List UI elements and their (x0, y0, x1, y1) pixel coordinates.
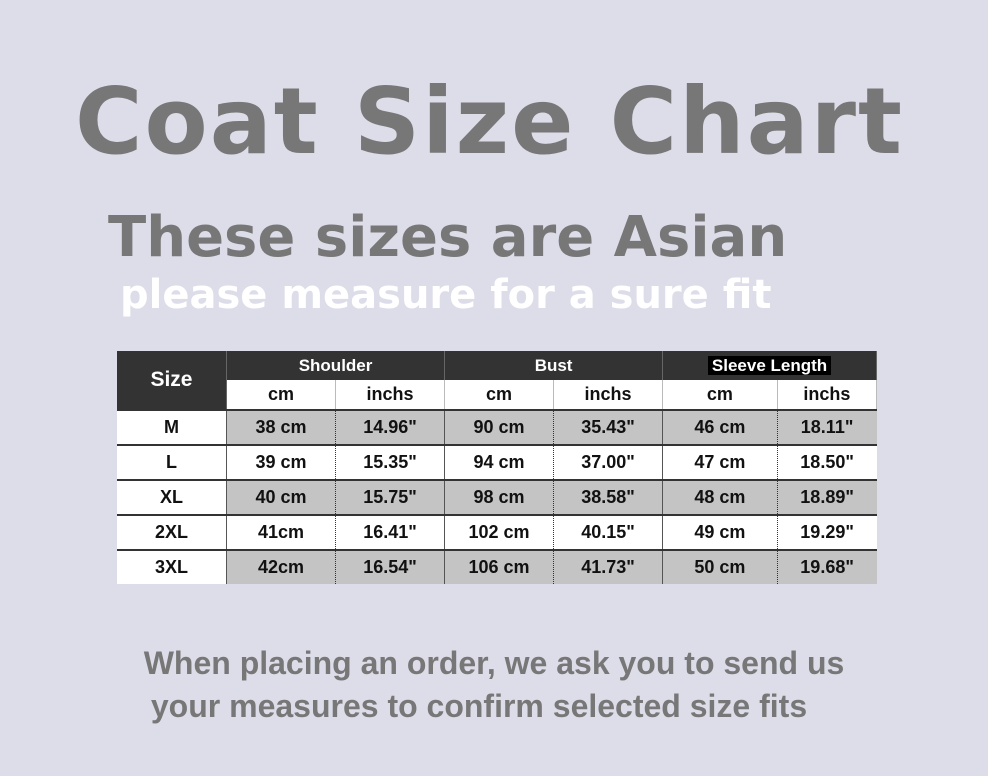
measure-cell: 47 cm (662, 444, 778, 480)
measure-cell: 19.29" (776, 514, 877, 550)
measure-cell: 16.41" (334, 514, 445, 550)
measure-cell: 38.58" (552, 479, 663, 515)
table-row: L 39 cm 15.35" 94 cm 37.00" 47 cm 18.50" (117, 444, 877, 480)
size-cell: L (117, 444, 227, 480)
measure-cell: 18.11" (776, 409, 877, 445)
measure-cell: 19.68" (776, 549, 877, 584)
measure-cell: 106 cm (444, 549, 554, 584)
unit-header: inchs (335, 380, 446, 410)
table-row: 3XL 42cm 16.54" 106 cm 41.73" 50 cm 19.68" (117, 549, 877, 584)
measure-cell: 49 cm (662, 514, 778, 550)
measure-cell: 94 cm (444, 444, 554, 480)
measure-cell: 42cm (225, 549, 336, 584)
table-row: XL 40 cm 15.75" 98 cm 38.58" 48 cm 18.89" (117, 479, 877, 515)
measure-cell: 37.00" (552, 444, 663, 480)
footer-line: When placing an order, we ask you to sen… (143, 645, 845, 681)
measure-cell: 40 cm (225, 479, 336, 515)
measure-cell: 50 cm (662, 549, 778, 584)
measure-cell: 15.75" (334, 479, 445, 515)
page-title: Coat Size Chart (75, 68, 905, 175)
footer-line: your measures to confirm selected size f… (150, 688, 808, 724)
measure-cell: 35.43" (552, 409, 663, 445)
measure-cell: 41.73" (552, 549, 663, 584)
measure-cell: 15.35" (334, 444, 445, 480)
measure-cell: 38 cm (225, 409, 336, 445)
table-row: 2XL 41cm 16.41" 102 cm 40.15" 49 cm 19.29" (117, 514, 877, 550)
size-cell: M (117, 409, 227, 445)
subtitle: These sizes are Asian (108, 205, 788, 270)
size-cell: 2XL (117, 514, 227, 550)
group-header: Sleeve Length (662, 351, 877, 380)
unit-header: cm (226, 380, 336, 410)
size-header: Size (117, 351, 227, 410)
size-cell: XL (117, 479, 227, 515)
measure-cell: 16.54" (334, 549, 445, 584)
unit-header: cm (444, 380, 554, 410)
size-table: Size Shoulder Bust Sleeve Length cm inchs… (117, 351, 878, 584)
measure-cell: 48 cm (662, 479, 778, 515)
measure-cell: 102 cm (444, 514, 554, 550)
measure-cell: 14.96" (334, 409, 445, 445)
measure-cell: 41cm (225, 514, 336, 550)
measure-cell: 18.50" (776, 444, 877, 480)
unit-header: cm (662, 380, 778, 410)
unit-header: inchs (553, 380, 664, 410)
size-cell: 3XL (117, 549, 227, 584)
measure-cell: 90 cm (444, 409, 554, 445)
table-row: M 38 cm 14.96" 90 cm 35.43" 46 cm 18.11" (117, 409, 877, 445)
fit-note: please measure for a sure fit (120, 272, 772, 318)
measure-cell: 46 cm (662, 409, 778, 445)
unit-header: inchs (777, 380, 878, 410)
group-header: Shoulder (226, 351, 446, 380)
group-header: Bust (444, 351, 664, 380)
measure-cell: 40.15" (552, 514, 663, 550)
measure-cell: 39 cm (225, 444, 336, 480)
measure-cell: 18.89" (776, 479, 877, 515)
measure-cell: 98 cm (444, 479, 554, 515)
